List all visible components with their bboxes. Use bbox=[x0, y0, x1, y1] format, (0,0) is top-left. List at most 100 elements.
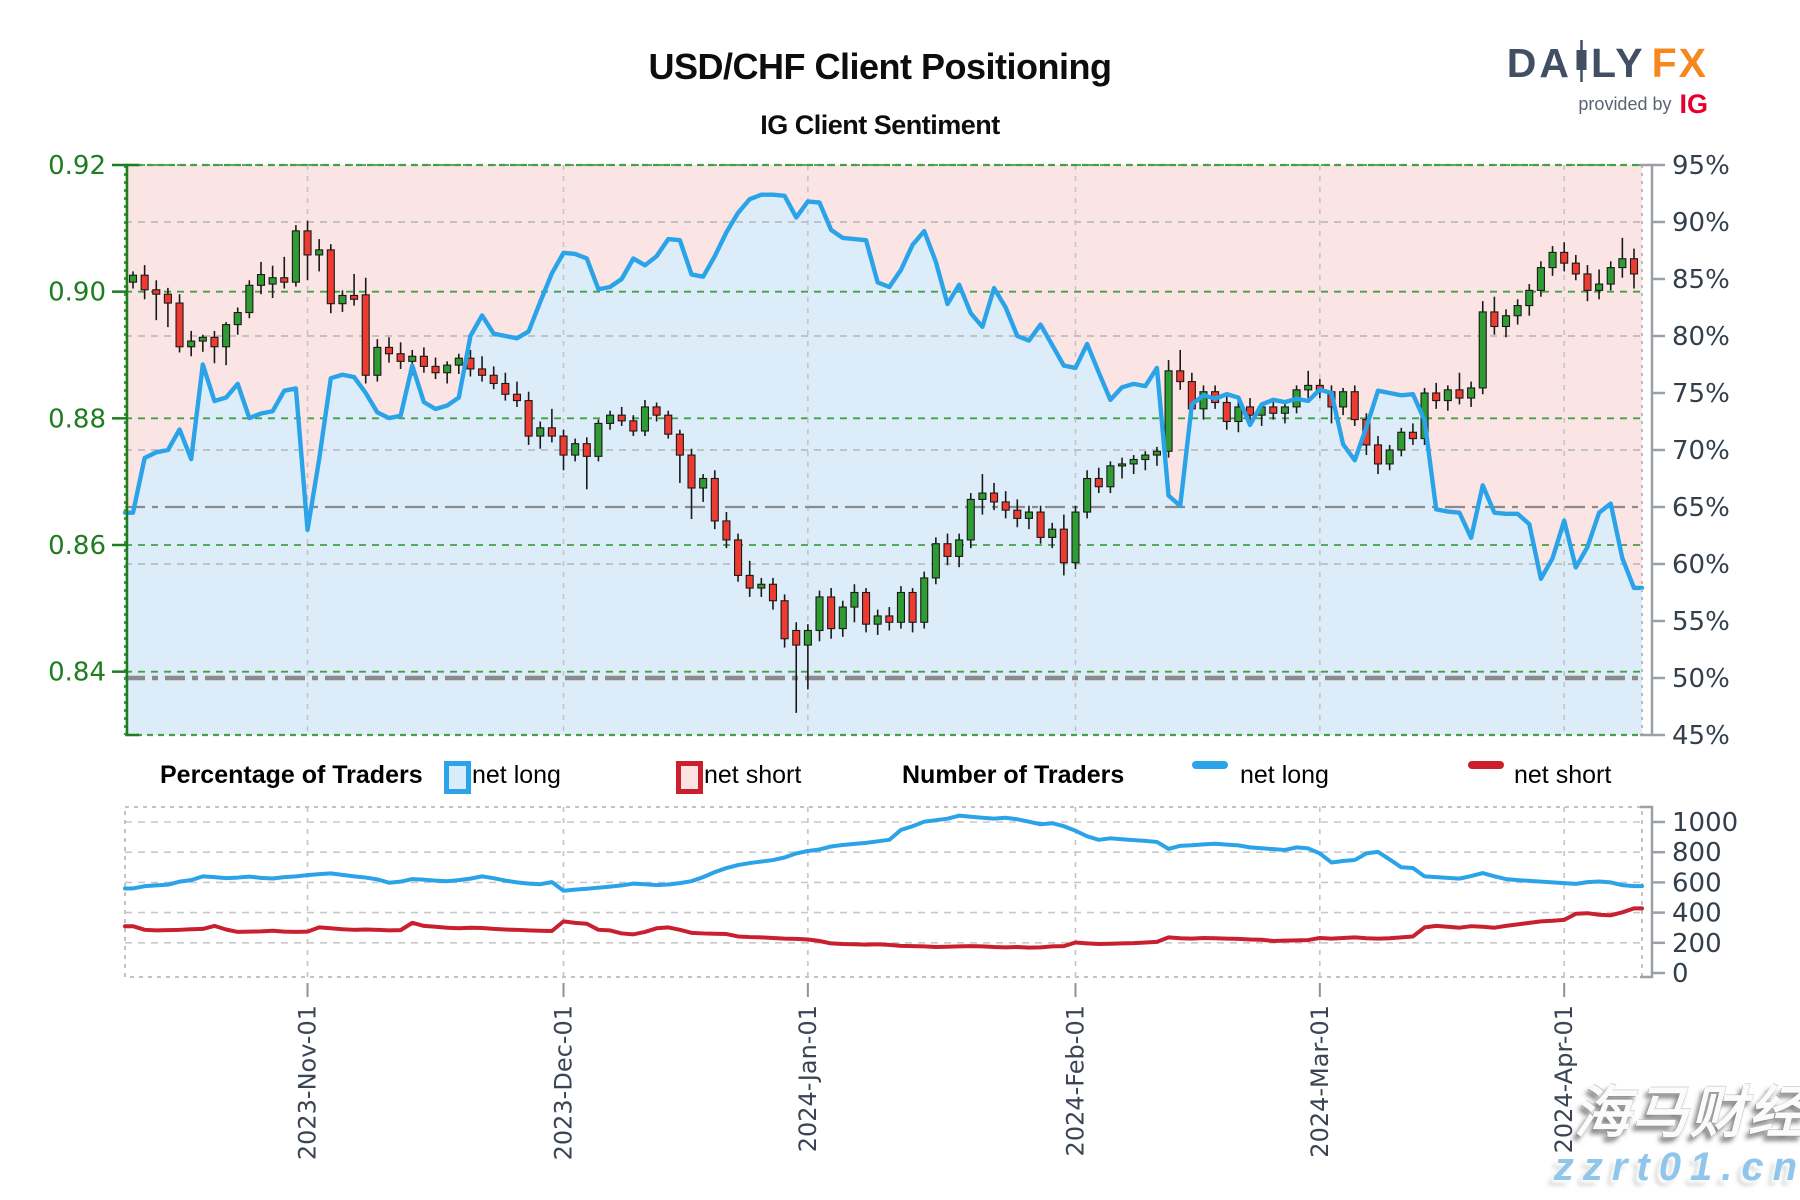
candle bbox=[268, 265, 277, 298]
candle bbox=[489, 366, 498, 390]
candle bbox=[989, 482, 999, 511]
candle bbox=[1164, 360, 1173, 458]
candle bbox=[350, 273, 359, 306]
candle bbox=[1094, 467, 1103, 494]
candle bbox=[1373, 436, 1383, 475]
candle bbox=[780, 594, 789, 648]
candle bbox=[326, 244, 335, 314]
candle bbox=[1595, 269, 1604, 300]
legend-net-short-label: net short bbox=[704, 761, 802, 789]
candle bbox=[303, 220, 312, 281]
date-tick-label: 2023-Nov-01 bbox=[294, 1005, 322, 1160]
legend-percentage-header: Percentage of Traders bbox=[160, 761, 423, 789]
candle bbox=[734, 533, 743, 582]
percent-tick-label: 95% bbox=[1672, 151, 1730, 181]
candle bbox=[617, 406, 626, 426]
candle bbox=[1304, 370, 1313, 401]
candlestick-icon bbox=[1575, 40, 1588, 87]
traders-net-short-line bbox=[123, 906, 1644, 950]
percent-tick-label: 65% bbox=[1672, 493, 1730, 523]
candle bbox=[1234, 400, 1243, 433]
ig-logo: IG bbox=[1679, 89, 1708, 119]
candle bbox=[652, 402, 661, 422]
date-tick-label: 2024-Jan-01 bbox=[794, 1005, 822, 1152]
candle bbox=[1536, 261, 1545, 297]
legend-traders-net-short-label: net short bbox=[1514, 761, 1612, 789]
candle bbox=[1141, 451, 1150, 471]
percent-axis: 95% 90% 85% 80% 75% 70% 65% 60% 55% 50% 45% bbox=[1640, 151, 1730, 751]
candle bbox=[338, 290, 347, 312]
watermark: 海马财经 zzrt01.cn bbox=[1553, 1081, 1800, 1189]
candle bbox=[664, 410, 673, 439]
candle bbox=[594, 419, 603, 462]
candle bbox=[943, 533, 952, 566]
candle bbox=[908, 588, 917, 633]
candle bbox=[280, 256, 289, 289]
candle bbox=[1443, 385, 1452, 411]
candle bbox=[1583, 265, 1592, 302]
traders-tick-label: 800 bbox=[1672, 838, 1722, 868]
candle bbox=[454, 353, 463, 374]
candle bbox=[1525, 284, 1534, 316]
candle bbox=[1618, 237, 1627, 278]
candle bbox=[1408, 423, 1417, 445]
candle bbox=[920, 571, 929, 629]
candle bbox=[291, 225, 300, 287]
candle bbox=[361, 277, 370, 384]
candle bbox=[1129, 455, 1138, 475]
candle bbox=[582, 437, 591, 490]
dailyfx-logo: DA LY FX provided by IG bbox=[1507, 40, 1708, 120]
main-plot-border bbox=[123, 163, 1643, 737]
percent-tick-label: 85% bbox=[1672, 265, 1730, 295]
candle bbox=[675, 429, 684, 483]
watermark-url: zzrt01.cn bbox=[1553, 1144, 1800, 1189]
candle bbox=[536, 421, 545, 449]
price-tick-label: 0.88 bbox=[48, 404, 106, 434]
price-tick-label: 0.92 bbox=[48, 151, 106, 181]
date-axis: 2023-Nov-01 2023-Dec-01 2024-Jan-01 2024-Fe… bbox=[294, 983, 1578, 1160]
candle bbox=[931, 537, 940, 585]
candle bbox=[687, 448, 696, 520]
candle bbox=[175, 294, 184, 353]
candle bbox=[1385, 444, 1394, 471]
watermark-brand: 海马财经 bbox=[1574, 1081, 1800, 1144]
traders-tick-label: 1000 bbox=[1672, 808, 1738, 838]
candle bbox=[896, 586, 906, 629]
date-tick-label: 2024-Apr-01 bbox=[1550, 1005, 1578, 1153]
candle bbox=[640, 399, 650, 437]
percent-tick-label: 70% bbox=[1672, 436, 1730, 466]
candle bbox=[722, 512, 731, 549]
candle bbox=[198, 334, 207, 352]
provided-by-text: provided by bbox=[1578, 94, 1672, 114]
candle bbox=[315, 239, 324, 272]
candle bbox=[210, 330, 219, 364]
candle bbox=[1036, 505, 1045, 544]
candle bbox=[1397, 427, 1406, 457]
candle bbox=[373, 339, 382, 382]
net-short-line-icon bbox=[1468, 761, 1504, 769]
logo-text-da: DA bbox=[1506, 40, 1572, 86]
candle bbox=[128, 271, 138, 289]
net-long-line-icon bbox=[1192, 761, 1228, 769]
candle bbox=[955, 533, 964, 568]
candle bbox=[187, 330, 196, 357]
chart-subtitle: IG Client Sentiment bbox=[760, 110, 1000, 140]
candle bbox=[1245, 398, 1255, 422]
legend-number-header: Number of Traders bbox=[902, 761, 1125, 789]
candle bbox=[1339, 387, 1348, 416]
candle bbox=[256, 261, 266, 295]
candle bbox=[1071, 505, 1080, 570]
traders-tick-label: 0 bbox=[1672, 959, 1689, 989]
percent-tick-label: 80% bbox=[1672, 322, 1730, 352]
candle bbox=[978, 474, 987, 515]
candle bbox=[1176, 349, 1185, 390]
net-long-region bbox=[125, 194, 1642, 735]
traders-net-long-line bbox=[123, 813, 1644, 893]
candle bbox=[396, 342, 405, 369]
legend-traders-net-long-label: net long bbox=[1240, 761, 1329, 789]
candle bbox=[571, 438, 580, 462]
